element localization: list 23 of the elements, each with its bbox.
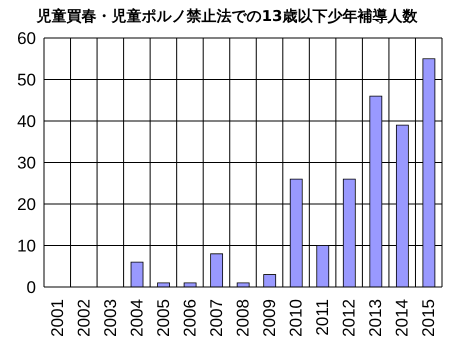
x-tick-label: 2009 bbox=[260, 299, 280, 337]
x-tick-label: 2001 bbox=[48, 299, 67, 337]
y-tick-label: 10 bbox=[17, 236, 36, 256]
x-tick-label: 2003 bbox=[100, 299, 120, 337]
x-tick-label: 2006 bbox=[180, 299, 200, 337]
x-tick-label: 2010 bbox=[286, 299, 306, 337]
x-tick-label: 2011 bbox=[313, 299, 332, 336]
y-tick-label: 20 bbox=[17, 195, 36, 214]
x-tick-label: 2007 bbox=[206, 299, 226, 337]
x-tick-label: 2014 bbox=[392, 299, 412, 337]
y-tick-label: 30 bbox=[17, 154, 36, 173]
x-tick-label: 2013 bbox=[366, 299, 386, 337]
y-tick-label: 0 bbox=[26, 278, 36, 298]
y-tick-label: 40 bbox=[17, 112, 36, 132]
x-tick-label: 2005 bbox=[154, 299, 173, 337]
x-tick-label: 2008 bbox=[234, 299, 252, 337]
x-tick-label: 2015 bbox=[419, 299, 438, 337]
x-tick-label: 2004 bbox=[127, 299, 146, 337]
y-tick-label: 60 bbox=[17, 29, 36, 48]
chart-title: 児童買春・児童ポルノ禁止法での13歳以下少年補導人数 bbox=[36, 7, 418, 25]
y-tick-label: 50 bbox=[17, 70, 36, 90]
x-tick-label: 2002 bbox=[74, 299, 94, 337]
x-tick-label: 2012 bbox=[340, 299, 359, 337]
